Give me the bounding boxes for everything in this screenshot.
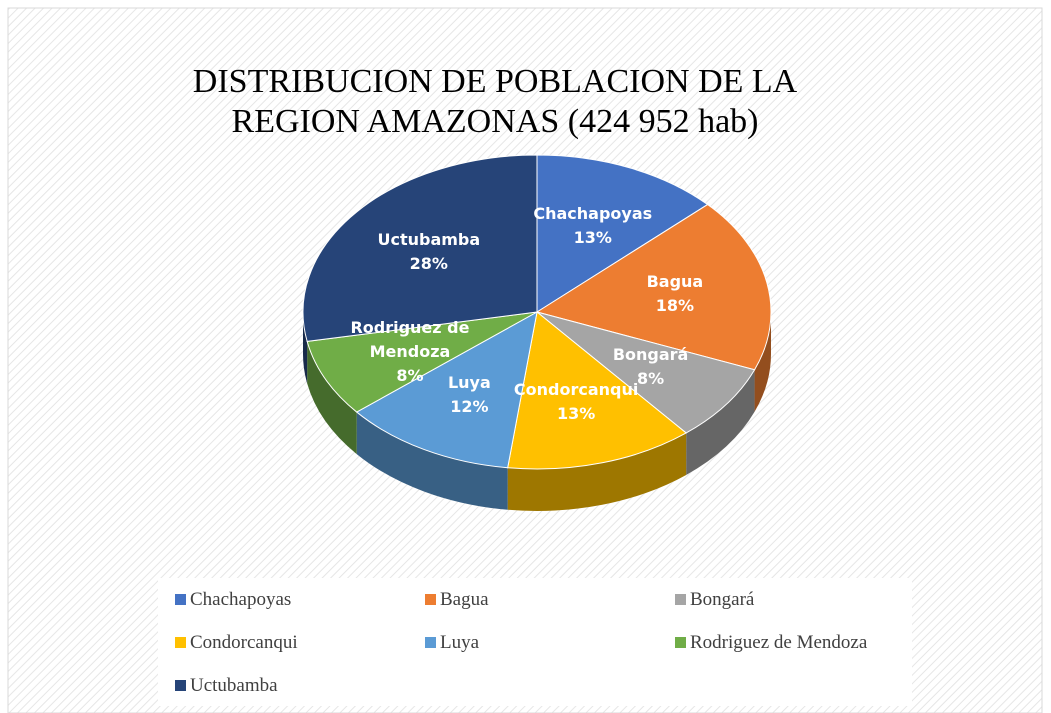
slice [535, 203, 772, 371]
legend-label: Uctubamba [190, 675, 278, 696]
legend-item: Uctubamba [175, 675, 278, 697]
legend-item: Condorcanqui [175, 632, 298, 654]
legend-swatch [675, 637, 686, 648]
legend-item: Bagua [425, 589, 489, 611]
slice [355, 311, 538, 469]
slice-value: 13% [573, 227, 612, 247]
slice-category: Rodriguez de Mendoza [350, 318, 470, 362]
legend-swatch [175, 594, 186, 605]
slice [507, 311, 688, 470]
slice-value: 12% [450, 396, 489, 416]
data-label: Condorcanqui 13% [506, 378, 646, 426]
slice-category: Condorcanqui [513, 380, 639, 400]
slice [302, 154, 538, 342]
legend: Chachapoyas Bagua Bongará Condorcanqui Luya R… [158, 578, 912, 706]
slice-category: Luya [447, 372, 491, 392]
legend-item: Rodriguez de Mendoza [675, 632, 867, 654]
legend-label: Bagua [440, 589, 489, 610]
slice-value: 28% [409, 253, 448, 273]
slice-side [307, 341, 357, 455]
legend-label: Chachapoyas [190, 589, 292, 610]
legend-swatch [425, 637, 436, 648]
slice-value: 8% [636, 369, 665, 389]
slice-value: 13% [557, 404, 596, 424]
slice-side [754, 312, 771, 412]
legend-label: Bongará [690, 589, 755, 610]
legend-label: Rodriguez de Mendoza [690, 632, 868, 653]
legend-swatch [175, 680, 186, 691]
data-label: Uctubamba 28% [359, 228, 499, 276]
data-label: Luya 12% [399, 371, 539, 419]
legend-swatch [175, 637, 186, 648]
pie [302, 154, 772, 511]
data-label: Rodriguez de Mendoza 8% [340, 316, 480, 388]
slice [536, 154, 709, 313]
data-label: Chachapoyas 13% [523, 202, 663, 250]
slice-side [686, 369, 755, 475]
slice-category: Bagua [646, 272, 704, 292]
chart-title: DISTRIBUCION DE POBLACION DE LA REGION A… [192, 63, 798, 140]
slice-value: 18% [655, 296, 695, 316]
legend-swatch [675, 594, 686, 605]
legend-item: Chachapoyas [175, 589, 291, 611]
slice-category: Chachapoyas [533, 203, 653, 223]
legend-swatch [425, 594, 436, 605]
slice [536, 311, 756, 434]
data-label: Bongará 8% [581, 343, 721, 391]
data-label: Bagua 18% [605, 270, 745, 318]
slice-category: Bongará [612, 345, 689, 365]
legend-item: Bongará [675, 589, 754, 611]
legend-label: Condorcanqui [190, 632, 298, 653]
slice-value: 8% [396, 366, 424, 386]
slice-category: Uctubamba [377, 229, 481, 249]
slice-side [356, 412, 508, 510]
slice [306, 311, 538, 413]
legend-label: Luya [440, 632, 480, 653]
legend-item: Luya [425, 632, 479, 654]
